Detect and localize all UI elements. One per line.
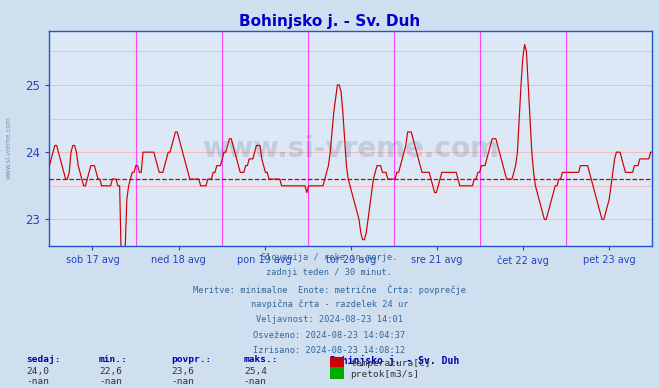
Text: pretok[m3/s]: pretok[m3/s] [351,369,420,379]
Text: www.si-vreme.com: www.si-vreme.com [5,116,11,179]
Text: -nan: -nan [26,377,49,386]
Text: navpična črta - razdelek 24 ur: navpična črta - razdelek 24 ur [251,300,408,309]
Text: Slovenija / reke in morje.: Slovenija / reke in morje. [261,253,398,262]
Text: Veljavnost: 2024-08-23 14:01: Veljavnost: 2024-08-23 14:01 [256,315,403,324]
Text: -nan: -nan [99,377,122,386]
Text: maks.:: maks.: [244,355,278,364]
Text: 24,0: 24,0 [26,367,49,376]
Text: min.:: min.: [99,355,128,364]
Text: Izrisano: 2024-08-23 14:08:12: Izrisano: 2024-08-23 14:08:12 [253,346,406,355]
Text: povpr.:: povpr.: [171,355,212,364]
Text: 25,4: 25,4 [244,367,267,376]
Text: sedaj:: sedaj: [26,355,61,364]
Text: temperatura[C]: temperatura[C] [351,359,431,368]
Text: zadnji teden / 30 minut.: zadnji teden / 30 minut. [266,268,393,277]
Text: -nan: -nan [244,377,267,386]
Text: Bohinjsko j. - Sv. Duh: Bohinjsko j. - Sv. Duh [330,355,459,366]
Text: Bohinjsko j. - Sv. Duh: Bohinjsko j. - Sv. Duh [239,14,420,29]
Text: 22,6: 22,6 [99,367,122,376]
Text: Osveženo: 2024-08-23 14:04:37: Osveženo: 2024-08-23 14:04:37 [253,331,406,340]
Text: Meritve: minimalne  Enote: metrične  Črta: povprečje: Meritve: minimalne Enote: metrične Črta:… [193,284,466,294]
Text: 23,6: 23,6 [171,367,194,376]
Text: -nan: -nan [171,377,194,386]
Text: www.si-vreme.com: www.si-vreme.com [202,135,500,163]
